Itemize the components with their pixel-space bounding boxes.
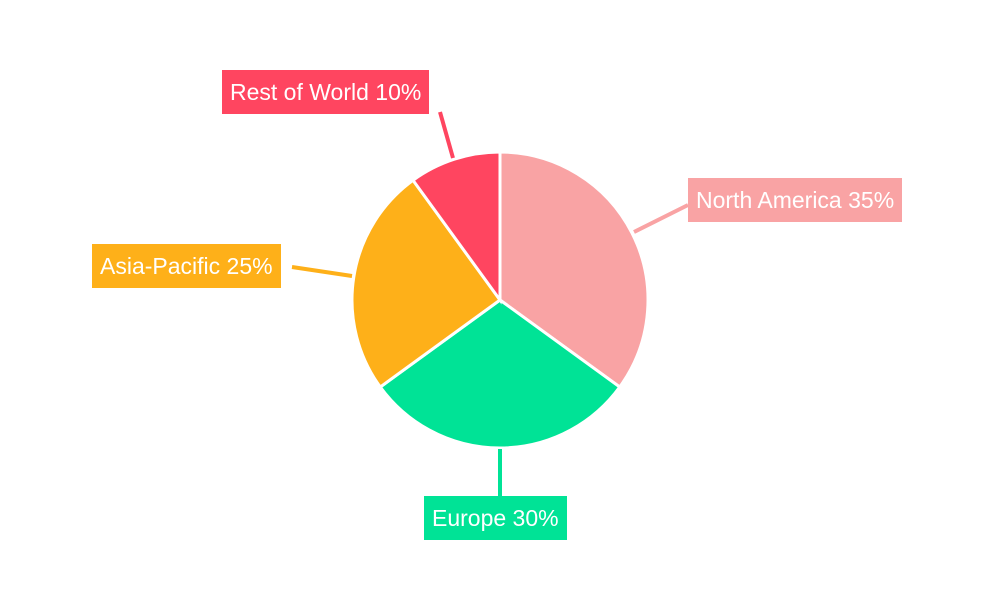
pie-slice-asia-pacific[interactable] [350, 178, 503, 390]
data-label: Europe 30% [424, 496, 567, 540]
leader-line [633, 203, 689, 234]
pie-slice-north-america[interactable] [498, 150, 650, 390]
pie-slice-europe[interactable] [378, 298, 622, 450]
data-label: North America 35% [688, 178, 903, 222]
pie-slice-rest-of-world[interactable] [410, 150, 502, 305]
leader-line [438, 111, 455, 159]
data-label: Asia-Pacific 25% [92, 244, 281, 288]
data-label: Rest of World 10% [222, 70, 430, 114]
leader-line [291, 265, 353, 278]
